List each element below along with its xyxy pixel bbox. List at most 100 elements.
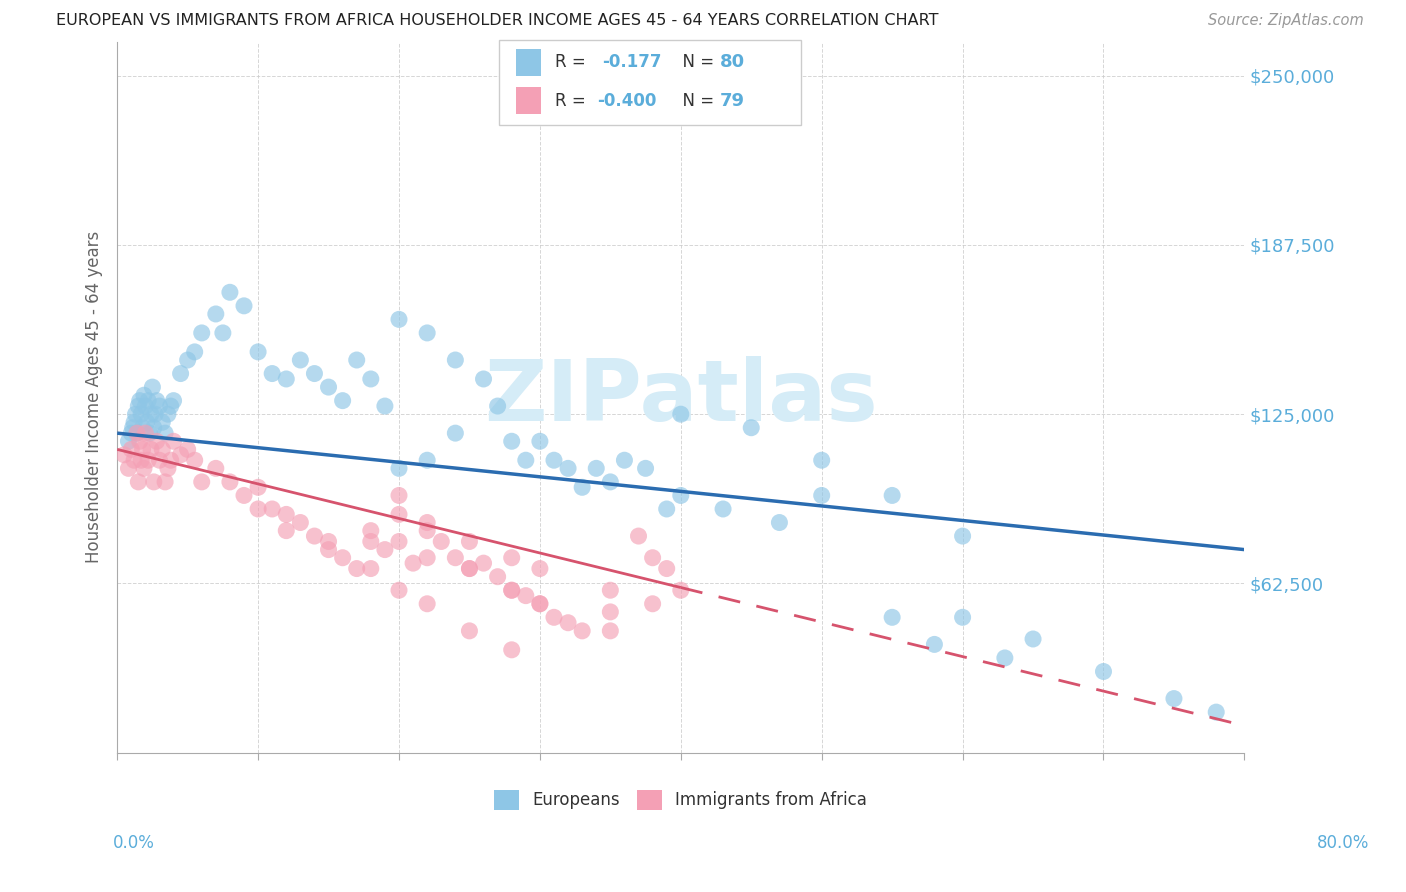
Point (416, 453, 439, 467)
Point (132, 461, 155, 475)
Point (162, 393, 184, 408)
Text: EUROPEAN VS IMMIGRANTS FROM AFRICA HOUSEHOLDER INCOME AGES 45 - 64 YEARS CORRELA: EUROPEAN VS IMMIGRANTS FROM AFRICA HOUSE… (56, 13, 939, 29)
Point (233, 299, 256, 313)
Point (262, 367, 284, 381)
Point (290, 353, 312, 368)
Point (486, 399, 509, 413)
Point (131, 442, 153, 457)
Point (501, 642, 523, 657)
Point (148, 453, 170, 467)
Point (458, 561, 481, 575)
Point (190, 475, 212, 489)
Text: N =: N = (672, 54, 720, 71)
Point (810, 488, 832, 502)
Point (134, 399, 156, 413)
Point (458, 534, 481, 549)
Point (416, 524, 439, 538)
Point (219, 285, 242, 300)
Point (117, 461, 139, 475)
Point (247, 480, 270, 494)
Point (128, 393, 150, 408)
Point (529, 597, 551, 611)
Text: -0.177: -0.177 (602, 54, 661, 71)
Point (276, 508, 298, 522)
Point (416, 597, 439, 611)
Point (156, 407, 179, 421)
Point (134, 426, 156, 441)
Point (472, 556, 495, 570)
Text: R =: R = (555, 54, 596, 71)
Point (711, 502, 734, 516)
Point (360, 372, 382, 386)
Point (486, 570, 509, 584)
Point (150, 415, 173, 429)
Point (1092, 665, 1115, 679)
Point (139, 442, 162, 457)
Point (142, 421, 165, 435)
Point (529, 597, 551, 611)
Point (882, 610, 904, 624)
Point (655, 561, 678, 575)
Point (374, 399, 396, 413)
Point (332, 550, 354, 565)
Point (669, 407, 692, 421)
Text: -0.400: -0.400 (598, 92, 657, 110)
Point (276, 524, 298, 538)
Text: 79: 79 (720, 92, 745, 110)
Point (183, 453, 205, 467)
Text: 80.0%: 80.0% (1316, 834, 1369, 852)
Point (599, 583, 621, 598)
Point (501, 434, 523, 449)
Point (132, 388, 155, 402)
Point (669, 583, 692, 598)
Point (571, 624, 593, 638)
Point (128, 434, 150, 449)
Point (402, 556, 425, 570)
Point (183, 344, 205, 359)
Point (599, 624, 621, 638)
Point (148, 399, 170, 413)
Point (458, 561, 481, 575)
Point (169, 448, 191, 462)
Point (162, 434, 184, 449)
Point (247, 502, 270, 516)
Point (416, 326, 439, 340)
Point (233, 488, 256, 502)
Point (599, 475, 621, 489)
Point (810, 453, 832, 467)
Point (882, 488, 904, 502)
Point (1205, 705, 1227, 719)
Point (924, 637, 946, 651)
Point (458, 624, 481, 638)
Point (145, 434, 167, 449)
Point (634, 461, 657, 475)
Point (318, 534, 340, 549)
Point (599, 605, 621, 619)
Point (388, 312, 411, 326)
Point (416, 550, 439, 565)
Point (129, 453, 152, 467)
Point (641, 550, 664, 565)
Point (112, 448, 135, 462)
Point (127, 399, 149, 413)
Point (122, 415, 145, 429)
Text: 80: 80 (720, 54, 745, 71)
Point (515, 589, 537, 603)
Text: 0.0%: 0.0% (112, 834, 155, 852)
Point (557, 615, 579, 630)
Point (388, 461, 411, 475)
Point (141, 380, 163, 394)
Text: ZIPatlas: ZIPatlas (484, 356, 877, 439)
Point (416, 516, 439, 530)
Point (444, 353, 467, 368)
Point (159, 399, 181, 413)
Point (529, 561, 551, 575)
Point (159, 453, 181, 467)
Point (627, 529, 650, 543)
Point (669, 488, 692, 502)
Point (131, 421, 153, 435)
Point (1163, 691, 1185, 706)
Point (430, 534, 453, 549)
Point (262, 502, 284, 516)
Point (515, 453, 537, 467)
